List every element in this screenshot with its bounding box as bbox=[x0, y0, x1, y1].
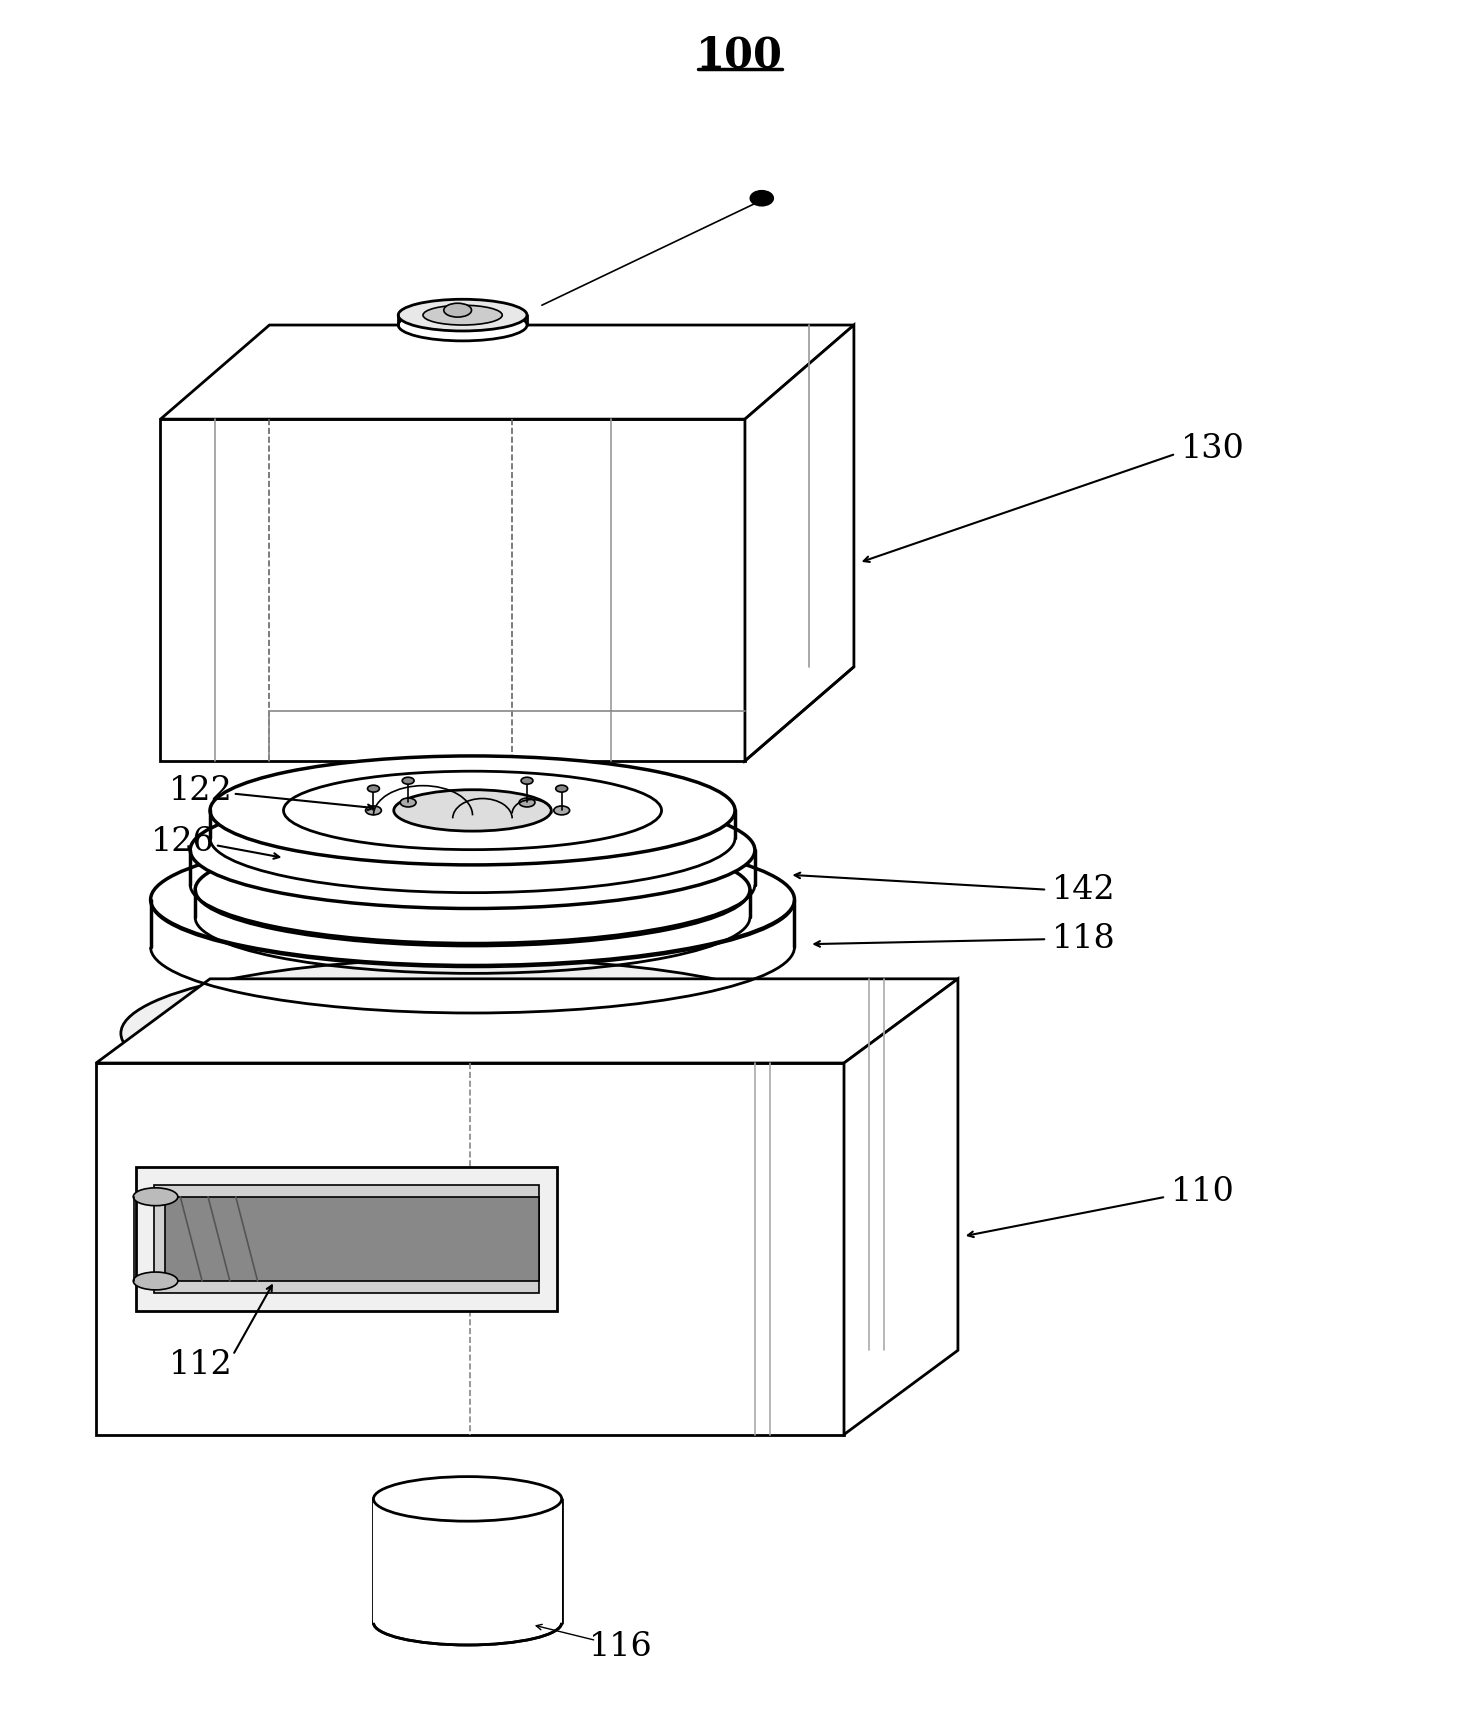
Ellipse shape bbox=[151, 834, 795, 966]
Polygon shape bbox=[161, 419, 745, 761]
Ellipse shape bbox=[374, 1601, 562, 1645]
Text: 100: 100 bbox=[696, 34, 782, 77]
Ellipse shape bbox=[398, 299, 528, 332]
Ellipse shape bbox=[443, 303, 471, 316]
Ellipse shape bbox=[284, 771, 662, 850]
Ellipse shape bbox=[402, 778, 414, 785]
Ellipse shape bbox=[195, 834, 749, 946]
Ellipse shape bbox=[393, 790, 551, 831]
Polygon shape bbox=[745, 325, 854, 761]
Text: 126: 126 bbox=[151, 826, 214, 858]
Ellipse shape bbox=[423, 304, 503, 325]
Ellipse shape bbox=[365, 805, 381, 816]
Text: 116: 116 bbox=[590, 1631, 653, 1664]
Ellipse shape bbox=[133, 1272, 177, 1289]
Ellipse shape bbox=[374, 1477, 562, 1522]
Ellipse shape bbox=[522, 778, 534, 785]
Polygon shape bbox=[154, 1185, 539, 1293]
Polygon shape bbox=[374, 1500, 562, 1623]
Polygon shape bbox=[161, 325, 854, 419]
Text: 142: 142 bbox=[1052, 874, 1116, 906]
Ellipse shape bbox=[751, 192, 773, 205]
Text: 130: 130 bbox=[1181, 433, 1244, 465]
Polygon shape bbox=[96, 978, 958, 1064]
Ellipse shape bbox=[398, 310, 528, 340]
Ellipse shape bbox=[401, 799, 417, 807]
Text: 110: 110 bbox=[1171, 1176, 1234, 1207]
Ellipse shape bbox=[191, 792, 755, 908]
Ellipse shape bbox=[210, 756, 735, 865]
Text: 112: 112 bbox=[168, 1349, 234, 1382]
Ellipse shape bbox=[133, 1188, 177, 1206]
Polygon shape bbox=[136, 1166, 557, 1310]
Ellipse shape bbox=[368, 785, 380, 792]
Polygon shape bbox=[96, 1064, 844, 1435]
Text: 122: 122 bbox=[168, 775, 234, 807]
Ellipse shape bbox=[121, 959, 825, 1108]
Ellipse shape bbox=[519, 799, 535, 807]
Polygon shape bbox=[166, 1197, 539, 1281]
Polygon shape bbox=[844, 978, 958, 1435]
Ellipse shape bbox=[554, 805, 569, 816]
Ellipse shape bbox=[556, 785, 568, 792]
Text: 118: 118 bbox=[1052, 923, 1116, 956]
